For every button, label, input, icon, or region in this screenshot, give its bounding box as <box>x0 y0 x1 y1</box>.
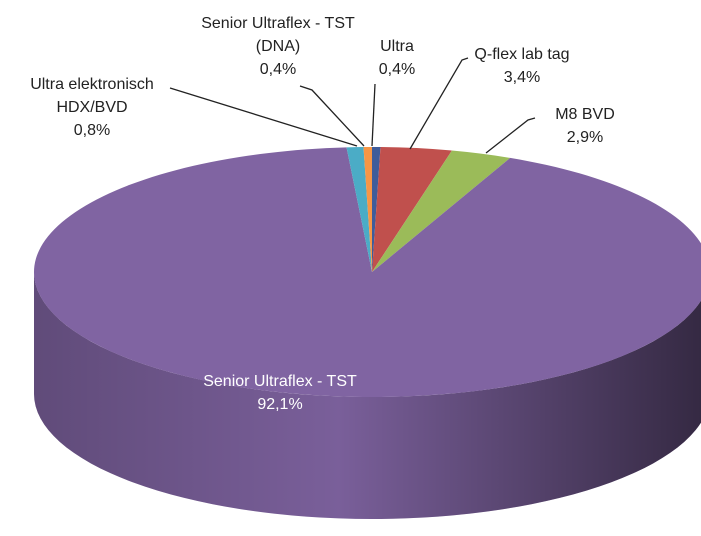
value-label: 0,4% <box>378 61 416 78</box>
category-label: Senior Ultraflex - TST <box>203 373 357 390</box>
data-label: Senior Ultraflex - TST 92,1% <box>180 370 380 416</box>
slice <box>33 147 701 397</box>
value-label: 0,8% <box>73 122 111 139</box>
leader-line <box>169 87 358 147</box>
data-label: Q-flex lab tag 3,4% <box>452 43 592 89</box>
data-label: Ultra elektronisch HDX/BVD 0,8% <box>2 73 182 142</box>
slice <box>372 150 511 272</box>
value-label: 2,9% <box>566 129 604 146</box>
slice <box>372 147 452 272</box>
category-label: M8 BVD <box>555 106 615 123</box>
value-label: 0,4% <box>259 61 297 78</box>
slice <box>346 147 372 272</box>
data-label: M8 BVD 2,9% <box>525 103 645 149</box>
leader-line <box>299 85 365 147</box>
data-label: Ultra 0,4% <box>357 35 437 81</box>
value-label: 3,4% <box>503 69 541 86</box>
data-label: Senior Ultraflex - TST (DNA) 0,4% <box>198 12 358 81</box>
category-label: Ultra <box>380 38 414 55</box>
category-label: Senior Ultraflex - TST (DNA) <box>201 15 355 55</box>
leader-line <box>485 117 536 154</box>
slice <box>363 147 372 272</box>
category-label: Q-flex lab tag <box>474 46 570 63</box>
slice-side-shade <box>34 272 701 519</box>
leader-line <box>371 83 376 147</box>
slice <box>372 147 381 272</box>
leader-line <box>409 57 469 150</box>
value-label: 92,1% <box>257 396 303 413</box>
category-label: Ultra elektronisch HDX/BVD <box>30 76 154 116</box>
